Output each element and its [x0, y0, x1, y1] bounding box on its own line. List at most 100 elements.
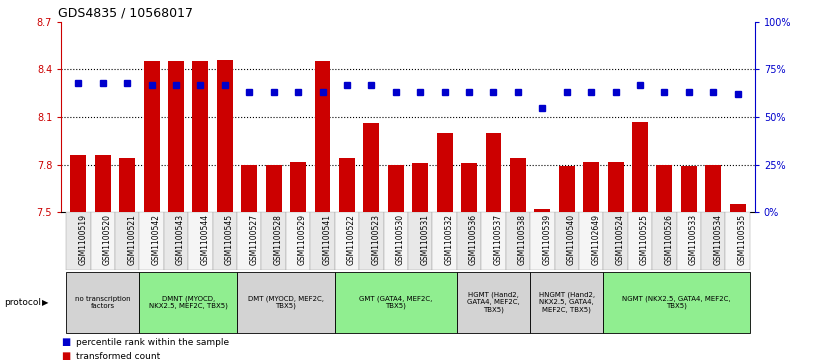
Text: GSM1100544: GSM1100544	[201, 214, 210, 265]
FancyBboxPatch shape	[164, 212, 188, 270]
FancyBboxPatch shape	[603, 272, 750, 333]
FancyBboxPatch shape	[652, 212, 676, 270]
Text: DMT (MYOCD, MEF2C,
TBX5): DMT (MYOCD, MEF2C, TBX5)	[248, 295, 324, 309]
FancyBboxPatch shape	[725, 212, 750, 270]
Text: GSM1100524: GSM1100524	[615, 214, 624, 265]
Bar	[193, 61, 208, 212]
FancyBboxPatch shape	[359, 212, 384, 270]
Bar	[315, 61, 330, 212]
Text: GSM1100528: GSM1100528	[273, 214, 282, 265]
Bar	[290, 162, 306, 212]
Bar	[730, 204, 746, 212]
Text: ■: ■	[61, 337, 70, 347]
Bar	[70, 155, 86, 212]
Bar	[681, 166, 697, 212]
FancyBboxPatch shape	[140, 272, 237, 333]
Text: GSM1100539: GSM1100539	[543, 214, 552, 265]
Text: GSM1100532: GSM1100532	[445, 214, 454, 265]
Bar	[583, 162, 599, 212]
FancyBboxPatch shape	[115, 212, 140, 270]
FancyBboxPatch shape	[530, 272, 603, 333]
Text: protocol: protocol	[4, 298, 41, 307]
Bar	[242, 165, 257, 212]
Bar	[412, 163, 428, 212]
Text: GSM1100536: GSM1100536	[469, 214, 478, 265]
FancyBboxPatch shape	[237, 272, 335, 333]
Bar	[217, 60, 233, 212]
Bar	[363, 123, 379, 212]
FancyBboxPatch shape	[506, 212, 530, 270]
FancyBboxPatch shape	[140, 212, 164, 270]
FancyBboxPatch shape	[432, 212, 457, 270]
FancyBboxPatch shape	[335, 212, 359, 270]
Text: no transcription
factors: no transcription factors	[75, 296, 131, 309]
FancyBboxPatch shape	[579, 212, 603, 270]
Text: GSM1100537: GSM1100537	[494, 214, 503, 265]
Bar	[632, 122, 648, 212]
FancyBboxPatch shape	[628, 212, 652, 270]
Text: GSM1100542: GSM1100542	[152, 214, 161, 265]
Text: NGMT (NKX2.5, GATA4, MEF2C,
TBX5): NGMT (NKX2.5, GATA4, MEF2C, TBX5)	[623, 295, 731, 309]
Text: GSM1100520: GSM1100520	[103, 214, 112, 265]
FancyBboxPatch shape	[213, 212, 237, 270]
Text: ▶: ▶	[42, 298, 49, 307]
Bar	[388, 165, 404, 212]
Bar	[119, 158, 135, 212]
Text: HGMT (Hand2,
GATA4, MEF2C,
TBX5): HGMT (Hand2, GATA4, MEF2C, TBX5)	[467, 292, 520, 313]
Text: GSM1100535: GSM1100535	[738, 214, 747, 265]
Text: DMNT (MYOCD,
NKX2.5, MEF2C, TBX5): DMNT (MYOCD, NKX2.5, MEF2C, TBX5)	[149, 295, 228, 309]
Bar	[144, 61, 159, 212]
Bar	[486, 133, 501, 212]
Bar	[534, 209, 550, 212]
FancyBboxPatch shape	[603, 212, 628, 270]
FancyBboxPatch shape	[310, 212, 335, 270]
Text: GMT (GATA4, MEF2C,
TBX5): GMT (GATA4, MEF2C, TBX5)	[359, 295, 432, 309]
Bar	[95, 155, 111, 212]
FancyBboxPatch shape	[408, 212, 432, 270]
Bar	[168, 61, 184, 212]
Text: GDS4835 / 10568017: GDS4835 / 10568017	[58, 6, 193, 19]
FancyBboxPatch shape	[188, 212, 213, 270]
Text: GSM1100529: GSM1100529	[298, 214, 307, 265]
Bar	[559, 166, 574, 212]
Text: GSM1100526: GSM1100526	[664, 214, 673, 265]
Text: GSM1102649: GSM1102649	[591, 214, 601, 265]
FancyBboxPatch shape	[66, 212, 91, 270]
Text: GSM1100534: GSM1100534	[713, 214, 722, 265]
FancyBboxPatch shape	[530, 212, 555, 270]
Bar	[608, 162, 623, 212]
FancyBboxPatch shape	[676, 212, 701, 270]
FancyBboxPatch shape	[384, 212, 408, 270]
Text: GSM1100543: GSM1100543	[176, 214, 185, 265]
Text: GSM1100525: GSM1100525	[640, 214, 649, 265]
FancyBboxPatch shape	[457, 212, 481, 270]
Text: GSM1100523: GSM1100523	[371, 214, 380, 265]
Bar	[266, 165, 282, 212]
Bar	[437, 133, 453, 212]
Text: GSM1100538: GSM1100538	[518, 214, 527, 265]
Text: GSM1100540: GSM1100540	[567, 214, 576, 265]
Text: ■: ■	[61, 351, 70, 361]
Bar	[705, 165, 721, 212]
Text: GSM1100521: GSM1100521	[127, 214, 136, 265]
Bar	[657, 165, 672, 212]
Text: GSM1100545: GSM1100545	[225, 214, 234, 265]
FancyBboxPatch shape	[261, 212, 286, 270]
FancyBboxPatch shape	[237, 212, 261, 270]
Text: GSM1100541: GSM1100541	[322, 214, 331, 265]
FancyBboxPatch shape	[481, 212, 506, 270]
FancyBboxPatch shape	[91, 212, 115, 270]
Text: GSM1100531: GSM1100531	[420, 214, 429, 265]
Bar	[461, 163, 477, 212]
FancyBboxPatch shape	[457, 272, 530, 333]
Text: GSM1100530: GSM1100530	[396, 214, 405, 265]
FancyBboxPatch shape	[555, 212, 579, 270]
FancyBboxPatch shape	[286, 212, 310, 270]
FancyBboxPatch shape	[701, 212, 725, 270]
Text: GSM1100522: GSM1100522	[347, 214, 356, 265]
Text: HNGMT (Hand2,
NKX2.5, GATA4,
MEF2C, TBX5): HNGMT (Hand2, NKX2.5, GATA4, MEF2C, TBX5…	[539, 292, 595, 313]
Text: GSM1100527: GSM1100527	[249, 214, 258, 265]
Text: transformed count: transformed count	[76, 352, 160, 361]
Text: GSM1100519: GSM1100519	[78, 214, 87, 265]
FancyBboxPatch shape	[66, 272, 140, 333]
